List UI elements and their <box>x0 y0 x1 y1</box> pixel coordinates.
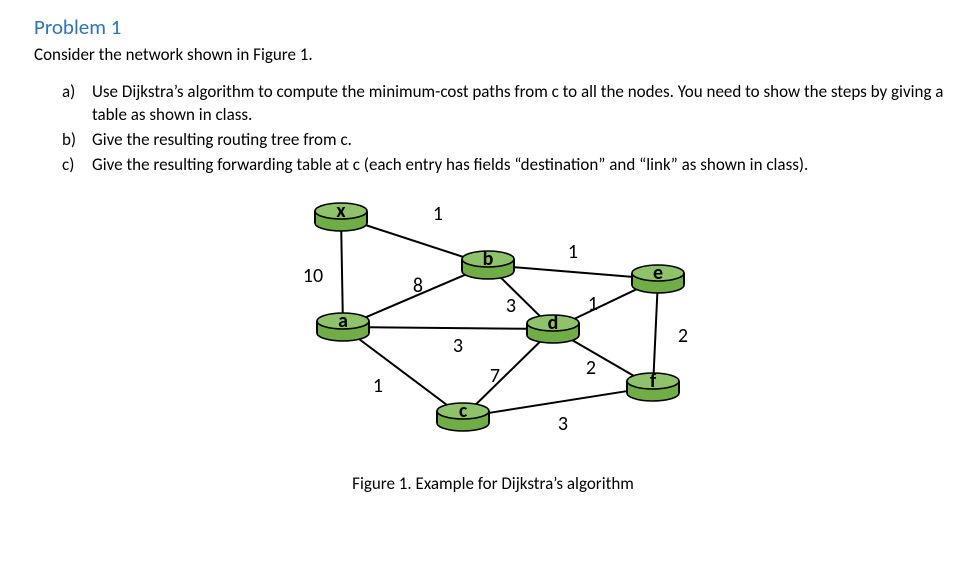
edge-weight-a-d: 3 <box>453 334 463 358</box>
node-b: b <box>462 247 514 279</box>
edge-a-c <box>358 338 448 405</box>
edge-weight-a-b: 8 <box>413 274 423 298</box>
edge-b-e <box>514 267 633 277</box>
edge-x-a <box>341 231 342 313</box>
intro-text: Consider the network shown in Figure 1. <box>34 44 952 65</box>
node-label-b: b <box>483 247 494 271</box>
node-f: f <box>627 369 679 401</box>
figure: 1 10 8 3 1 3 1 7 3 1 2 2 x a b c d e f Figure 1. Example f… <box>34 187 952 494</box>
edge-c-d <box>476 341 541 404</box>
edge-weight-b-d: 3 <box>506 294 516 318</box>
list-item: c) Give the resulting forwarding table a… <box>62 154 952 177</box>
list-item: b) Give the resulting routing tree from … <box>62 129 952 152</box>
node-a: a <box>317 309 369 341</box>
list-item-text: Give the resulting forwarding table at c… <box>92 154 952 177</box>
page: Problem 1 Consider the network shown in … <box>0 0 980 494</box>
edge-weight-e-f: 2 <box>678 324 688 348</box>
edge-weight-a-c: 1 <box>373 374 383 398</box>
list-item: a) Use Dijkstra’s algorithm to compute t… <box>62 81 952 127</box>
node-x: x <box>315 199 367 231</box>
edge-e-f <box>654 293 658 373</box>
problem-title: Problem 1 <box>34 14 952 40</box>
figure-caption: Figure 1. Example for Dijkstra’s algorit… <box>352 473 634 494</box>
edge-d-f <box>571 339 636 376</box>
list-item-label: a) <box>62 81 92 127</box>
edge-weight-c-f: 3 <box>558 412 568 436</box>
edge-a-d <box>369 327 527 329</box>
edge-x-b <box>363 224 466 257</box>
edge-weight-x-a: 10 <box>303 264 323 288</box>
node-e: e <box>632 261 684 293</box>
list-item-text: Use Dijkstra’s algorithm to compute the … <box>92 81 952 127</box>
problem-list: a) Use Dijkstra’s algorithm to compute t… <box>62 81 952 177</box>
list-item-text: Give the resulting routing tree from c. <box>92 129 952 152</box>
node-label-f: f <box>650 369 657 393</box>
node-label-e: e <box>653 261 663 285</box>
node-label-d: d <box>548 311 559 335</box>
edge-weight-b-e: 1 <box>568 240 578 264</box>
edge-d-e <box>572 288 638 319</box>
list-item-label: c) <box>62 154 92 177</box>
node-label-x: x <box>336 199 346 223</box>
edge-weight-x-b: 1 <box>433 202 443 226</box>
network-diagram: 1 10 8 3 1 3 1 7 3 1 2 2 x a b c d e f <box>263 187 723 467</box>
edge-weight-c-d: 7 <box>490 364 500 388</box>
edge-weight-d-e: 1 <box>588 292 598 316</box>
node-d: d <box>527 311 579 343</box>
node-label-c: c <box>459 399 468 423</box>
edge-c-f <box>488 391 628 413</box>
edge-weight-d-f: 2 <box>586 356 596 380</box>
list-item-label: b) <box>62 129 92 152</box>
node-label-a: a <box>338 309 348 333</box>
